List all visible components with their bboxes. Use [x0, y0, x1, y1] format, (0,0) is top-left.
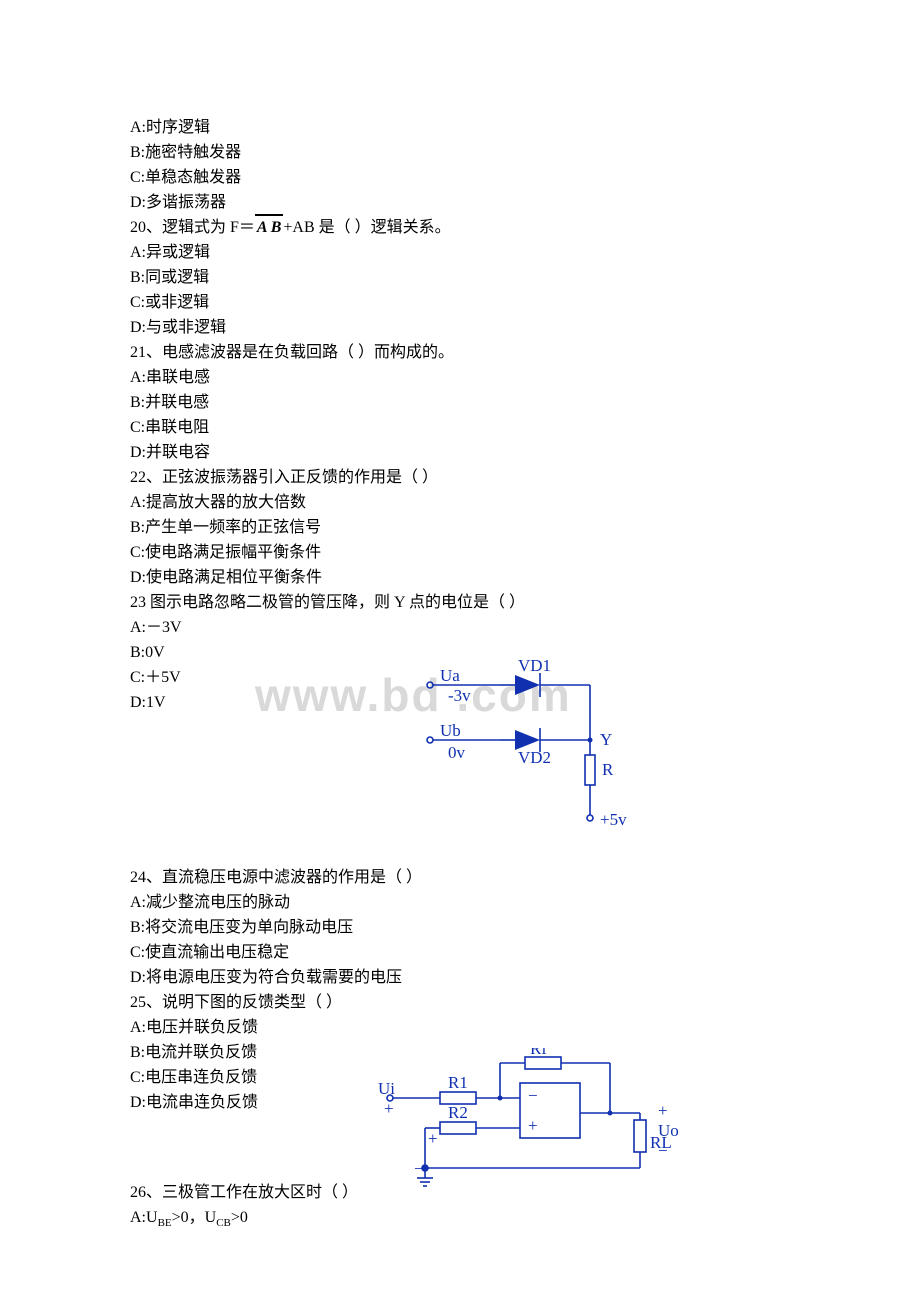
option-a: A:串联电感: [130, 365, 790, 390]
option-d: D:将电源电压变为符合负载需要的电压: [130, 965, 790, 990]
label-r2: R2: [448, 1103, 468, 1122]
option-b: B:施密特触发器: [130, 140, 790, 165]
label-rf: Rf: [530, 1048, 547, 1058]
label-minus-out: −: [658, 1141, 668, 1160]
label-minus2: −: [414, 1159, 424, 1178]
label-y: Y: [600, 730, 612, 749]
q20-suffix: +AB 是（ ）逻辑关系。: [283, 219, 450, 236]
opt-a-part3: >0: [231, 1209, 248, 1226]
label-r1: R1: [448, 1073, 468, 1092]
option-a: A:时序逻辑: [130, 115, 790, 140]
option-c: C:或非逻辑: [130, 290, 790, 315]
subscript-cb: CB: [216, 1217, 231, 1229]
label-plus-out: +: [658, 1101, 668, 1120]
label-plus2: +: [428, 1129, 438, 1148]
option-b: B:产生单一频率的正弦信号: [130, 515, 790, 540]
label-vd2: VD2: [518, 748, 551, 767]
option-c: C:单稳态触发器: [130, 165, 790, 190]
op-minus: −: [528, 1086, 538, 1105]
option-d: D:与或非逻辑: [130, 315, 790, 340]
circuit-diagram-1: Ua -3v Ub 0v VD1 VD2 Y R +5v: [400, 655, 660, 835]
question-23: 23 图示电路忽略二极管的管压降，则 Y 点的电位是（ ）: [130, 590, 790, 615]
circuit-diagram-2: Ui + R1 Rf − + RL + Uo − R2 + −: [370, 1048, 680, 1198]
opt-a-part1: A:U: [130, 1209, 158, 1226]
option-a: A:提高放大器的放大倍数: [130, 490, 790, 515]
option-c: C:串联电阻: [130, 415, 790, 440]
option-a: A:减少整流电压的脉动: [130, 890, 790, 915]
op-plus: +: [528, 1116, 538, 1135]
option-a: A:电压并联负反馈: [130, 1015, 790, 1040]
label-plus: +: [384, 1099, 394, 1118]
label-vd1: VD1: [518, 656, 551, 675]
label-uo: Uo: [658, 1121, 679, 1140]
option-d: D:使电路满足相位平衡条件: [130, 565, 790, 590]
question-25: 25、说明下图的反馈类型（ ）: [130, 990, 790, 1015]
label-r: R: [602, 760, 614, 779]
option-b: B:并联电感: [130, 390, 790, 415]
opt-a-part2: >0，U: [172, 1209, 217, 1226]
option-a: A:UBE>0，UCB>0: [130, 1205, 790, 1236]
option-a: A:异或逻辑: [130, 240, 790, 265]
question-20: 20、逻辑式为 F＝A B+AB 是（ ）逻辑关系。: [130, 215, 790, 240]
label-m3v: -3v: [448, 686, 471, 705]
subscript-be: BE: [158, 1217, 172, 1229]
overline-ab: A B: [255, 215, 283, 240]
label-5v: +5v: [600, 810, 627, 829]
option-b: B:同或逻辑: [130, 265, 790, 290]
q20-prefix: 20、逻辑式为 F＝: [130, 219, 255, 236]
option-d: D:多谐振荡器: [130, 190, 790, 215]
question-21: 21、电感滤波器是在负载回路（ ）而构成的。: [130, 340, 790, 365]
question-22: 22、正弦波振荡器引入正反馈的作用是（ ）: [130, 465, 790, 490]
option-a: A:－3V: [130, 615, 790, 640]
label-0v: 0v: [448, 743, 466, 762]
label-ui: Ui: [378, 1079, 395, 1098]
option-c: C:使直流输出电压稳定: [130, 940, 790, 965]
option-c: C:使电路满足振幅平衡条件: [130, 540, 790, 565]
option-b: B:将交流电压变为单向脉动电压: [130, 915, 790, 940]
option-d: D:并联电容: [130, 440, 790, 465]
question-24: 24、直流稳压电源中滤波器的作用是（ ）: [130, 865, 790, 890]
label-ua: Ua: [440, 666, 460, 685]
label-ub: Ub: [440, 721, 461, 740]
